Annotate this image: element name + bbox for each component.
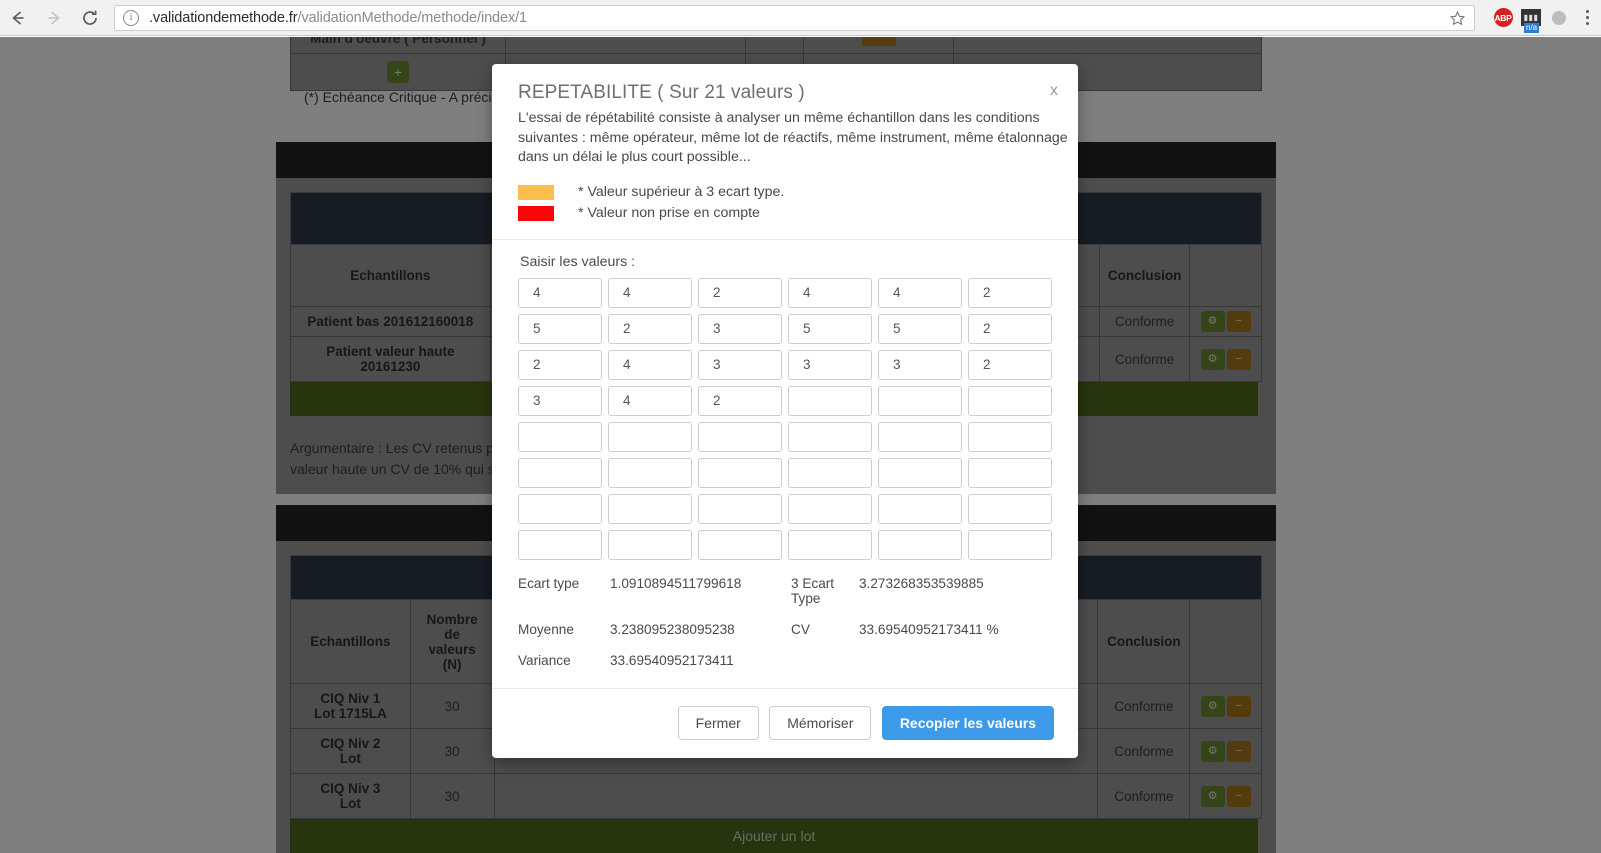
legend-label: * Valeur non prise en compte <box>578 204 760 221</box>
legend-swatch-red <box>518 205 554 221</box>
stat-value-3-ecart-type: 3.273268353539885 <box>859 575 984 591</box>
value-input-16[interactable] <box>878 349 962 380</box>
value-input-14[interactable] <box>698 349 782 380</box>
value-input-7[interactable] <box>608 313 692 344</box>
url-text: .validationdemethode.fr/validationMethod… <box>149 9 528 26</box>
close-icon[interactable]: x <box>1044 80 1064 102</box>
adblock-plus-extension-button[interactable]: ABP <box>1489 0 1517 36</box>
value-input-30[interactable] <box>518 457 602 488</box>
value-input-27[interactable] <box>788 421 872 452</box>
saisir-les-valeurs-label: Saisir les valeurs : <box>520 253 636 270</box>
bookmark-star-icon[interactable] <box>1449 10 1466 32</box>
video-downloader-extension-button[interactable]: ▮▮▮ n/a <box>1517 0 1545 36</box>
value-input-5[interactable] <box>968 277 1052 308</box>
value-input-3[interactable] <box>788 277 872 308</box>
value-input-9[interactable] <box>788 313 872 344</box>
value-input-18[interactable] <box>518 385 602 416</box>
value-input-40[interactable] <box>878 493 962 524</box>
value-input-19[interactable] <box>608 385 692 416</box>
value-input-10[interactable] <box>878 313 962 344</box>
value-input-20[interactable] <box>698 385 782 416</box>
value-input-42[interactable] <box>518 529 602 560</box>
value-input-26[interactable] <box>698 421 782 452</box>
stat-value-cv: 33.69540952173411 % <box>859 621 999 637</box>
value-input-36[interactable] <box>518 493 602 524</box>
reload-icon[interactable] <box>72 0 108 36</box>
value-input-24[interactable] <box>518 421 602 452</box>
stat-label-ecart-type: Ecart type <box>518 575 580 591</box>
stat-row: Moyenne 3.238095238095238 CV 33.69540952… <box>518 622 1052 637</box>
value-input-33[interactable] <box>788 457 872 488</box>
value-input-15[interactable] <box>788 349 872 380</box>
value-input-32[interactable] <box>698 457 782 488</box>
value-input-45[interactable] <box>788 529 872 560</box>
value-input-38[interactable] <box>698 493 782 524</box>
value-input-25[interactable] <box>608 421 692 452</box>
value-input-21[interactable] <box>788 385 872 416</box>
modal-header: x REPETABILITE ( Sur 21 valeurs ) L'essa… <box>492 64 1078 240</box>
repetabilite-modal: x REPETABILITE ( Sur 21 valeurs ) L'essa… <box>492 64 1078 758</box>
value-input-34[interactable] <box>878 457 962 488</box>
value-input-35[interactable] <box>968 457 1052 488</box>
value-input-22[interactable] <box>878 385 962 416</box>
stat-row: Ecart type 1.0910894511799618 3 Ecart Ty… <box>518 576 1052 606</box>
value-input-29[interactable] <box>968 421 1052 452</box>
stat-label-cv: CV <box>791 621 810 637</box>
value-input-6[interactable] <box>518 313 602 344</box>
value-input-37[interactable] <box>608 493 692 524</box>
three-dots-menu-icon[interactable] <box>1573 0 1601 36</box>
modal-title: REPETABILITE ( Sur 21 valeurs ) <box>518 82 805 103</box>
legend: * Valeur supérieur à 3 ecart type. * Val… <box>518 183 1056 223</box>
legend-item: * Valeur non prise en compte <box>518 204 1056 223</box>
profile-avatar-icon[interactable] <box>1545 0 1573 36</box>
video-icon: ▮▮▮ <box>1523 13 1539 22</box>
value-input-39[interactable] <box>788 493 872 524</box>
value-input-44[interactable] <box>698 529 782 560</box>
value-input-46[interactable] <box>878 529 962 560</box>
statistics-summary: Ecart type 1.0910894511799618 3 Ecart Ty… <box>518 576 1052 668</box>
modal-footer: Fermer Mémoriser Recopier les valeurs <box>492 687 1078 758</box>
legend-item: * Valeur supérieur à 3 ecart type. <box>518 183 1056 202</box>
site-info-icon[interactable]: i <box>123 9 139 26</box>
value-input-1[interactable] <box>608 277 692 308</box>
back-arrow-icon[interactable] <box>0 0 36 36</box>
value-input-0[interactable] <box>518 277 602 308</box>
value-input-31[interactable] <box>608 457 692 488</box>
stat-value-ecart-type: 1.0910894511799618 <box>610 575 742 591</box>
memoriser-button[interactable]: Mémoriser <box>769 705 872 740</box>
browser-toolbar: i .validationdemethode.fr/validationMeth… <box>0 0 1601 36</box>
stat-label-moyenne: Moyenne <box>518 621 574 637</box>
value-input-12[interactable] <box>518 349 602 380</box>
stat-label-variance: Variance <box>518 652 571 668</box>
value-input-28[interactable] <box>878 421 962 452</box>
value-input-11[interactable] <box>968 313 1052 344</box>
modal-body: Saisir les valeurs : <box>492 240 1078 668</box>
value-input-43[interactable] <box>608 529 692 560</box>
stat-value-moyenne: 3.238095238095238 <box>610 621 735 637</box>
value-input-13[interactable] <box>608 349 692 380</box>
value-input-23[interactable] <box>968 385 1052 416</box>
value-input-17[interactable] <box>968 349 1052 380</box>
legend-swatch-amber <box>518 184 554 200</box>
stat-value-variance: 33.69540952173411 <box>610 652 734 668</box>
values-input-grid <box>518 277 1052 560</box>
recopier-les-valeurs-button[interactable]: Recopier les valeurs <box>881 705 1054 740</box>
value-input-8[interactable] <box>698 313 782 344</box>
fermer-button[interactable]: Fermer <box>677 705 759 740</box>
legend-label: * Valeur supérieur à 3 ecart type. <box>578 183 785 200</box>
modal-description: L'essai de répétabilité consiste à analy… <box>518 110 1068 165</box>
forward-arrow-icon[interactable] <box>36 0 72 36</box>
value-input-47[interactable] <box>968 529 1052 560</box>
stat-label-3-ecart-type: 3 Ecart Type <box>791 575 835 606</box>
stat-row: Variance 33.69540952173411 <box>518 653 1052 668</box>
value-input-2[interactable] <box>698 277 782 308</box>
value-input-4[interactable] <box>878 277 962 308</box>
address-bar[interactable]: i .validationdemethode.fr/validationMeth… <box>114 4 1475 32</box>
value-input-41[interactable] <box>968 493 1052 524</box>
